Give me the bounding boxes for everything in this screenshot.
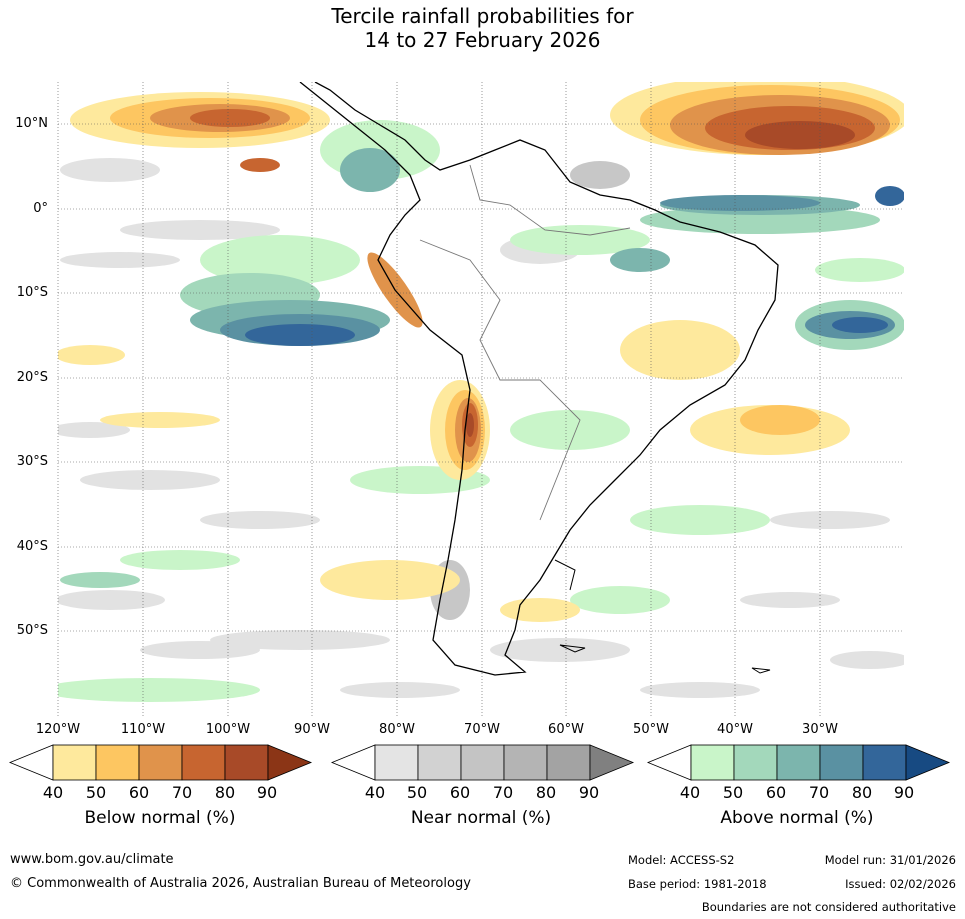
colorbar-below-title: Below normal (%) (84, 808, 236, 828)
colorbar-segment (460, 744, 505, 781)
tick-label: 70 (171, 783, 193, 802)
lat-label: 0° (33, 201, 48, 216)
colorbar-near-title: Near normal (%) (410, 808, 552, 828)
tick-label: 50 (85, 783, 107, 802)
colorbar-high-extend (267, 744, 313, 781)
model-name: Model: ACCESS-S2 (628, 853, 735, 867)
graticule (57, 82, 904, 716)
lon-label: 80°W (379, 722, 415, 737)
colorbar-high-extend (905, 744, 951, 781)
lon-label: 70°W (464, 722, 500, 737)
lon-label: 60°W (548, 722, 584, 737)
colorbar-above-normal (646, 744, 951, 781)
colorbar-below-normal (8, 744, 313, 781)
tick-label: 80 (214, 783, 236, 802)
tick-label: 40 (42, 783, 64, 802)
lat-label: 20°S (16, 370, 48, 385)
colorbar-segment (181, 744, 226, 781)
lon-label: 30°W (802, 722, 838, 737)
boundaries-disclaimer: Boundaries are not considered authoritat… (701, 900, 956, 914)
tick-label: 40 (364, 783, 386, 802)
colorbar-segment (374, 744, 419, 781)
lon-label: 110°W (120, 722, 166, 737)
base-period: Base period: 1981-2018 (628, 877, 767, 891)
tick-label: 60 (765, 783, 787, 802)
colorbar-low-extend (646, 744, 692, 781)
colorbar-strip (8, 744, 951, 781)
title-line-1: Tercile rainfall probabilities for (331, 4, 634, 28)
colorbar-segment (546, 744, 591, 781)
colorbar-segment (862, 744, 907, 781)
tick-label: 70 (808, 783, 830, 802)
tick-label: 50 (406, 783, 428, 802)
colorbar-above-title: Above normal (%) (720, 808, 874, 828)
lon-label: 120°W (35, 722, 81, 737)
colorbar-segment (503, 744, 548, 781)
lon-label: 40°W (717, 722, 753, 737)
colorbar-near-normal (330, 744, 635, 781)
lon-label: 90°W (294, 722, 330, 737)
colorbar-segment (733, 744, 778, 781)
map-title: Tercile rainfall probabilities for 14 to… (0, 4, 965, 52)
colorbar-segment (690, 744, 735, 781)
tick-label: 80 (851, 783, 873, 802)
tick-label: 70 (492, 783, 514, 802)
copyright-notice: © Commonwealth of Australia 2026, Austra… (10, 876, 471, 891)
tick-label: 40 (679, 783, 701, 802)
tick-label: 60 (128, 783, 150, 802)
tick-label: 80 (535, 783, 557, 802)
lon-label: 100°W (205, 722, 251, 737)
lat-label: 10°S (16, 285, 48, 300)
lat-label: 30°S (16, 454, 48, 469)
tick-label: 60 (449, 783, 471, 802)
model-run-date: Model run: 31/01/2026 (824, 853, 956, 867)
tick-label: 90 (893, 783, 915, 802)
tick-label: 90 (578, 783, 600, 802)
coastlines (299, 82, 779, 676)
colorbar-segment (776, 744, 821, 781)
colorbar-segment (417, 744, 462, 781)
tick-label: 90 (256, 783, 278, 802)
colorbar-low-extend (330, 744, 376, 781)
title-line-2: 14 to 27 February 2026 (364, 28, 601, 52)
colorbar-segment (52, 744, 97, 781)
colorbar-segment (138, 744, 183, 781)
lat-label: 40°S (16, 539, 48, 554)
colorbar-high-extend (589, 744, 635, 781)
colorbar-segment (819, 744, 864, 781)
lat-label: 50°S (16, 623, 48, 638)
lon-label: 50°W (633, 722, 669, 737)
tick-label: 50 (722, 783, 744, 802)
lat-label: 10°N (15, 116, 48, 131)
issued-date: Issued: 02/02/2026 (845, 877, 956, 891)
colorbar-segment (224, 744, 269, 781)
colorbar-segment (95, 744, 140, 781)
colorbar-low-extend (8, 744, 54, 781)
rainfall-probability-map (57, 82, 904, 716)
website-link[interactable]: www.bom.gov.au/climate (10, 852, 174, 867)
